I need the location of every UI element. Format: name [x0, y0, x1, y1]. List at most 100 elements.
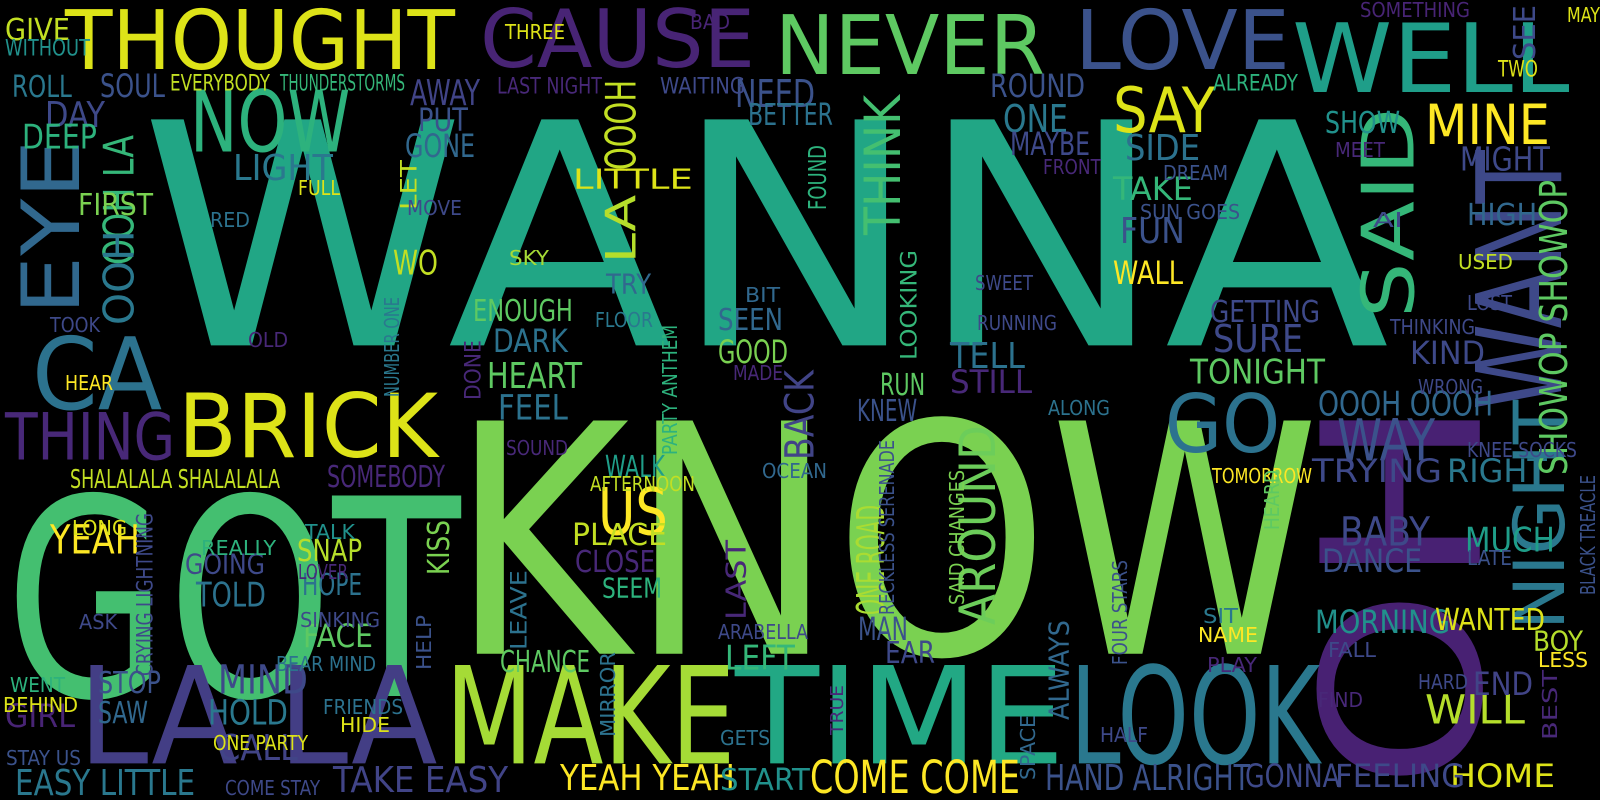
word-lover: LOVER: [298, 560, 349, 584]
word-waiting: WAITING: [660, 73, 746, 99]
word-floor: FLOOR: [595, 308, 653, 332]
word-say: SAY: [1113, 74, 1216, 147]
word-less: LESS: [1538, 648, 1588, 672]
word-wall: WALL: [1113, 254, 1184, 292]
word-never: NEVER: [775, 0, 1046, 94]
word-la: LA: [596, 194, 646, 263]
word-wo: WO: [393, 242, 438, 283]
word-sit: SIT: [1203, 604, 1239, 628]
word-thunderstorms: THUNDERSTORMS: [280, 70, 406, 96]
word-high: HIGH: [1467, 197, 1538, 233]
word-baby: BABY: [1340, 508, 1431, 556]
word-love: LOVE: [1075, 0, 1290, 89]
word-maybe: MAYBE: [1010, 125, 1090, 163]
word-somebody: SOMEBODY: [327, 459, 445, 495]
word-tomorrow: TOMORROW: [1212, 464, 1313, 488]
word-may: MAY: [1567, 3, 1600, 27]
word-mine: MINE: [1425, 93, 1550, 158]
word-shalalala-shalalala: SHALALALA SHALALALA: [70, 463, 281, 495]
word-wanted: WANTED: [1435, 602, 1545, 638]
word-us: US: [598, 474, 668, 551]
word-sound: SOUND: [506, 436, 569, 460]
word-kiss: KISS: [421, 519, 457, 575]
word-enough: ENOUGH: [473, 293, 573, 329]
word-easy-little: EASY LITTLE: [15, 761, 196, 800]
word-feeling: FEELING: [1335, 757, 1466, 795]
word-true: TRUE: [826, 685, 848, 735]
word-hard: HARD: [1418, 670, 1469, 694]
word-hold: HOLD: [208, 691, 288, 733]
word-used: USED: [1458, 250, 1513, 274]
word-sun-goes: SUN GOES: [1140, 200, 1241, 224]
word-got: GOT: [5, 440, 461, 762]
word-ca: CA: [32, 316, 163, 433]
word-yeah: YEAH: [50, 516, 140, 564]
word-something: SOMETHING: [1360, 0, 1470, 22]
word-come-stay: COME STAY: [225, 776, 321, 800]
word-best: BEST: [1538, 669, 1562, 740]
word-man: MAN: [858, 610, 908, 648]
word-hear: HEAR: [65, 371, 114, 395]
word-made: MADE: [733, 361, 783, 385]
word-old: OLD: [248, 328, 289, 352]
word-fun: FUN: [1120, 209, 1185, 252]
word-place: PLACE: [572, 517, 667, 553]
word-little: LITTLE: [573, 162, 693, 196]
word-run: RUN: [880, 367, 926, 403]
word-first: FIRST: [78, 187, 154, 223]
word-day: DAY: [45, 93, 105, 136]
word-hope: HOPE: [302, 567, 363, 603]
word-move: MOVE: [407, 196, 462, 220]
word-look: LOOK: [1070, 637, 1321, 796]
word-afternoon: AFTERNOON: [590, 472, 695, 496]
word-sinking: SINKING: [300, 608, 381, 632]
word-help: HELP: [412, 614, 436, 670]
word-morning: MORNING: [1315, 603, 1451, 641]
word-told: TOLD: [196, 574, 266, 615]
word-girl: GIRL: [5, 697, 76, 735]
word-roll: ROLL: [12, 69, 72, 105]
word-dance: DANCE: [1322, 542, 1423, 580]
word-tell: TELL: [950, 334, 1025, 377]
word-ai: AI: [1373, 208, 1403, 232]
word-heard: HEARD: [1260, 469, 1284, 530]
word-stay-us: STAY US: [6, 746, 81, 770]
word-along: ALONG: [1048, 396, 1110, 420]
word-crying-lightning: CRYING LIGHTNING: [132, 512, 158, 676]
word-talk: TALK: [305, 520, 356, 544]
word-bit: BIT: [745, 283, 781, 307]
word-eye: EYE: [4, 139, 99, 315]
word-hand-alright: HAND ALRIGHT: [1045, 756, 1251, 799]
word-walk: WALK: [605, 449, 666, 485]
word-light: LIGHT: [233, 146, 333, 189]
word-name: NAME: [1198, 623, 1258, 647]
word-well: WELL: [1292, 3, 1570, 115]
word-ooh: OOH: [94, 230, 144, 325]
word-seen: SEEN: [718, 302, 783, 338]
word-end: END: [1473, 665, 1533, 703]
word-one: ONE: [1003, 96, 1068, 142]
word-gonna: GONNA: [1245, 757, 1341, 795]
word-seem: SEEM: [602, 571, 663, 605]
word-make: MAKE: [445, 637, 736, 796]
word-space: SPACE: [1016, 714, 1040, 780]
word-running: RUNNING: [977, 311, 1058, 335]
word-four-stars: FOUR STARS: [1108, 560, 1132, 665]
word-ask: ASK: [79, 610, 118, 634]
word-cause: CAUSE: [480, 0, 756, 87]
word-gets: GETS: [720, 726, 771, 750]
word-way: WAY: [1337, 406, 1436, 475]
word-now: NOW: [190, 72, 351, 172]
word-feel: FEEL: [498, 386, 568, 428]
word-deep: DEEP: [22, 116, 97, 157]
word-sweet: SWEET: [975, 271, 1033, 295]
word-friends: FRIENDS: [323, 695, 403, 719]
word-dream: DREAM: [1163, 161, 1229, 185]
word-trying: TRYING: [1312, 452, 1443, 490]
word-find: FIND: [1318, 688, 1363, 712]
word-boy: BOY: [1533, 624, 1584, 658]
word-really: REALLY: [201, 536, 277, 560]
word-meet: MEET: [1335, 138, 1385, 162]
word-going: GOING: [185, 547, 265, 581]
word-hide: HIDE: [340, 713, 390, 737]
